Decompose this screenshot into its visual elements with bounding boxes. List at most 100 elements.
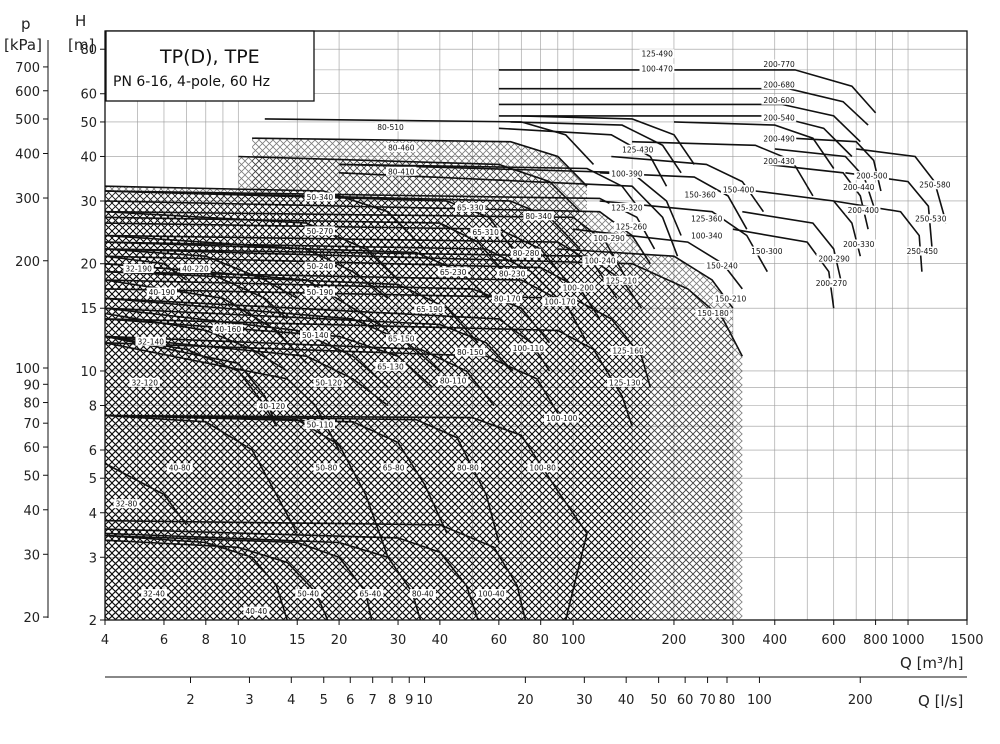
curve-label-80-80: 80-80 (457, 464, 479, 473)
curve-label-bg (761, 95, 797, 105)
y2-tick-label: 70 (23, 417, 40, 432)
curve-label-50-190: 50-190 (307, 288, 334, 297)
curve-label-125-130: 125-130 (609, 378, 641, 387)
x2-tick-label: 40 (618, 693, 635, 708)
curve-label-bg (603, 275, 639, 285)
curve-label-bg (620, 144, 655, 154)
curve-label-bg (129, 377, 160, 387)
y-axis-unit: [m] (68, 36, 94, 54)
curve-label-125-260: 125-260 (616, 222, 648, 231)
curve-100-340 (339, 172, 679, 257)
curve-150-210 (557, 248, 734, 309)
curve-label-bg (491, 294, 523, 304)
curve-label-bg (913, 214, 948, 224)
curve-label-bg (180, 264, 211, 274)
curve-label-bg (845, 205, 881, 215)
curve-label-bg (304, 287, 336, 297)
curve-label-bg (380, 463, 407, 473)
curve-label-125-210: 125-210 (606, 276, 638, 285)
curve-150-240 (573, 228, 743, 290)
curve-label-40-80: 40-80 (169, 464, 191, 473)
curve-label-80-410: 80-410 (388, 167, 415, 176)
x-tick-label: 800 (863, 633, 888, 648)
curve-label-100-80: 100-80 (529, 464, 556, 473)
y-tick-label: 30 (80, 195, 97, 210)
x2-tick-label: 10 (416, 693, 433, 708)
x-tick-label: 400 (762, 633, 787, 648)
y2-tick-label: 300 (15, 192, 40, 207)
y-tick-label: 50 (80, 116, 97, 131)
curve-label-bg (527, 463, 558, 473)
curve-label-bg (689, 230, 724, 240)
curve-label-32-120: 32-120 (132, 378, 159, 387)
curve-label-100-40: 100-40 (478, 590, 505, 599)
x2-tick-label: 30 (576, 693, 593, 708)
curve-label-200-540: 200-540 (763, 113, 795, 122)
curve-label-bg (386, 166, 417, 176)
y-tick-label: 5 (89, 472, 97, 487)
curve-label-bg (386, 334, 417, 344)
curve-label-80-340: 80-340 (525, 212, 552, 221)
curve-200-440 (774, 148, 875, 207)
curve-label-50-140: 50-140 (302, 331, 329, 340)
curve-label-80-460: 80-460 (388, 143, 415, 152)
curve-label-65-40: 65-40 (359, 590, 381, 599)
curve-label-bg (304, 420, 336, 430)
curve-label-65-130: 65-130 (377, 362, 404, 371)
y-tick-label: 20 (80, 258, 97, 273)
curve-label-bg (607, 377, 642, 387)
x2-tick-label: 70 (699, 693, 716, 708)
y-axis-label: H (75, 12, 86, 30)
x-tick-label: 1500 (950, 633, 983, 648)
curve-label-65-310: 65-310 (472, 228, 499, 237)
y-tick-label: 40 (80, 150, 97, 165)
curve-label-bg (689, 214, 724, 224)
curve-label-bg (917, 180, 953, 190)
curve-label-bg (455, 463, 482, 473)
x-tick-label: 100 (561, 633, 586, 648)
curve-label-bg (510, 248, 542, 258)
x-tick-labels: 4 6 8 10 15 20 30 40 60 80 100 200 300 400 600 800 1000 1… (101, 620, 984, 648)
curve-label-125-360: 125-360 (691, 215, 723, 224)
y2-tick-label: 600 (15, 85, 40, 100)
curve-label-150-360: 150-360 (684, 190, 716, 199)
curve-label-bg (761, 133, 797, 143)
curve-label-100-470: 100-470 (642, 64, 674, 73)
x-tick-label: 10 (230, 633, 247, 648)
curve-label-bg (256, 401, 287, 411)
y-tick-label: 4 (89, 507, 97, 522)
curve-label-32-80: 32-80 (116, 500, 138, 509)
x-tick-label: 200 (662, 633, 687, 648)
curve-label-150-300: 150-300 (751, 247, 783, 256)
x2-tick-labels: 2 3 4 5 6 7 8 9 10 20 30 40 50 60 70 80 100 200 (186, 677, 873, 708)
y-tick-label: 80 (80, 43, 97, 58)
curve-label-80-280: 80-280 (513, 249, 540, 258)
x2-tick-label: 60 (677, 693, 694, 708)
curve-label-bg (357, 589, 384, 599)
curve-200-430 (632, 140, 814, 197)
x-tick-label: 600 (821, 633, 846, 648)
curve-label-250-530: 250-530 (915, 215, 947, 224)
curve-label-200-490: 200-490 (763, 134, 795, 143)
x2-tick-label: 9 (405, 693, 413, 708)
curve-label-100-340: 100-340 (691, 231, 723, 240)
curve-label-bg (816, 253, 852, 263)
curve-label-150-210: 150-210 (715, 295, 747, 304)
curve-label-200-430: 200-430 (763, 157, 795, 166)
curve-label-bg (639, 63, 675, 73)
curve-label-bg (761, 112, 797, 122)
x2-tick-label: 5 (320, 693, 328, 708)
curve-label-65-150: 65-150 (388, 335, 415, 344)
chart-subtitle: PN 6-16, 4-pole, 60 Hz (113, 74, 270, 90)
x2-tick-label: 6 (346, 693, 354, 708)
curve-label-bg (409, 589, 436, 599)
x-tick-label: 60 (491, 633, 508, 648)
curve-label-bg (313, 463, 340, 473)
curve-200-490 (673, 121, 835, 169)
curve-label-bg (141, 589, 168, 599)
curve-label-bg (243, 606, 270, 616)
x2-tick-label: 7 (369, 693, 377, 708)
curve-label-bg (123, 264, 154, 274)
y2-tick-label: 200 (15, 255, 40, 270)
